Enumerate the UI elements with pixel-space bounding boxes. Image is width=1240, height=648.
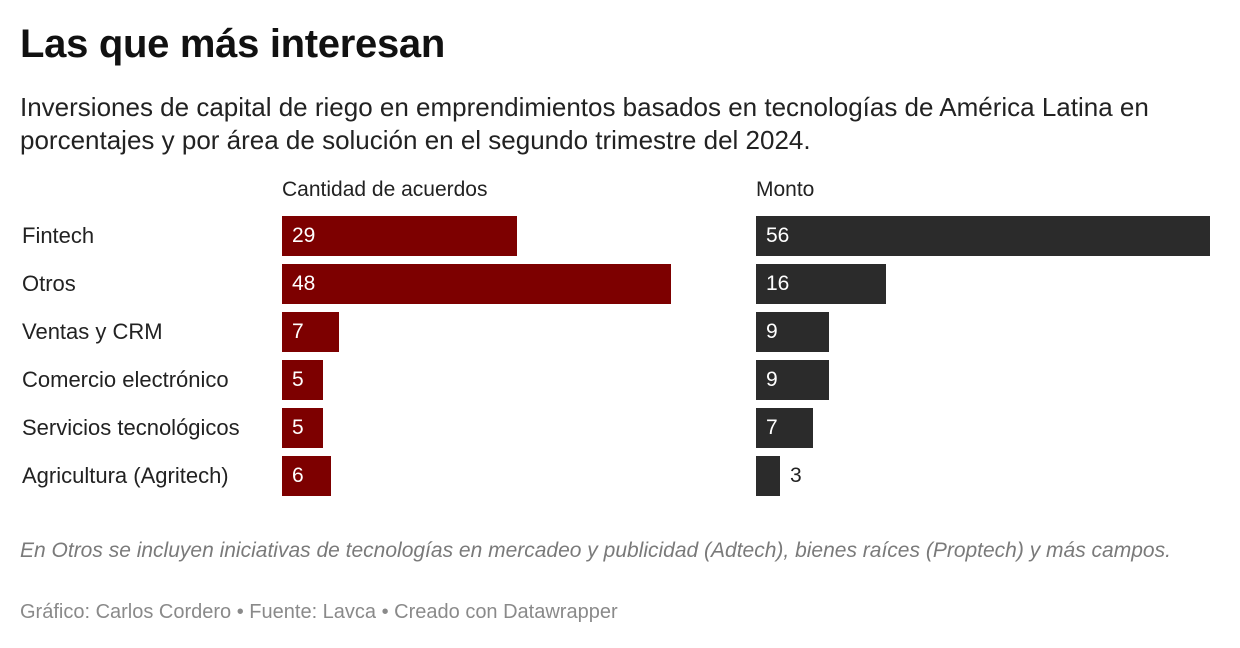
bar-value-label: 6 (292, 464, 304, 487)
bar-acuerdos (282, 456, 331, 496)
chart-note: En Otros se incluyen iniciativas de tecn… (20, 539, 1171, 562)
bar-monto (756, 312, 829, 352)
bar-monto (756, 360, 829, 400)
chart-subtitle: Inversiones de capital de riego en empre… (20, 92, 1149, 155)
bar-acuerdos (282, 216, 517, 256)
column-header-monto: Monto (756, 178, 815, 201)
bar-value-label: 3 (790, 464, 802, 487)
bar-value-label: 48 (292, 272, 316, 295)
bar-monto (756, 216, 1210, 256)
bar-acuerdos (282, 408, 323, 448)
column-header-acuerdos: Cantidad de acuerdos (282, 178, 488, 201)
bar-value-label: 29 (292, 224, 316, 247)
chart-title: Las que más interesan (20, 22, 445, 66)
bar-value-label: 16 (766, 272, 790, 295)
category-label: Servicios tecnológicos (22, 415, 240, 440)
bar-value-label: 7 (766, 416, 778, 439)
bar-acuerdos (282, 312, 339, 352)
bar-value-label: 7 (292, 320, 304, 343)
bar-acuerdos (282, 264, 671, 304)
bar-value-label: 5 (292, 416, 304, 439)
category-label: Agricultura (Agritech) (22, 463, 229, 488)
bar-monto (756, 408, 813, 448)
bar-value-label: 56 (766, 224, 790, 247)
category-label: Fintech (22, 223, 95, 248)
bar-value-label: 5 (292, 368, 304, 391)
bar-monto (756, 456, 780, 496)
bar-value-label: 9 (766, 368, 778, 391)
category-label: Comercio electrónico (22, 367, 229, 392)
category-label: Otros (22, 271, 76, 296)
category-label: Ventas y CRM (22, 319, 163, 344)
bar-value-label: 9 (766, 320, 778, 343)
bar-acuerdos (282, 360, 323, 400)
chart-credits: Gráfico: Carlos Cordero • Fuente: Lavca … (20, 601, 618, 623)
bar-monto (756, 264, 886, 304)
